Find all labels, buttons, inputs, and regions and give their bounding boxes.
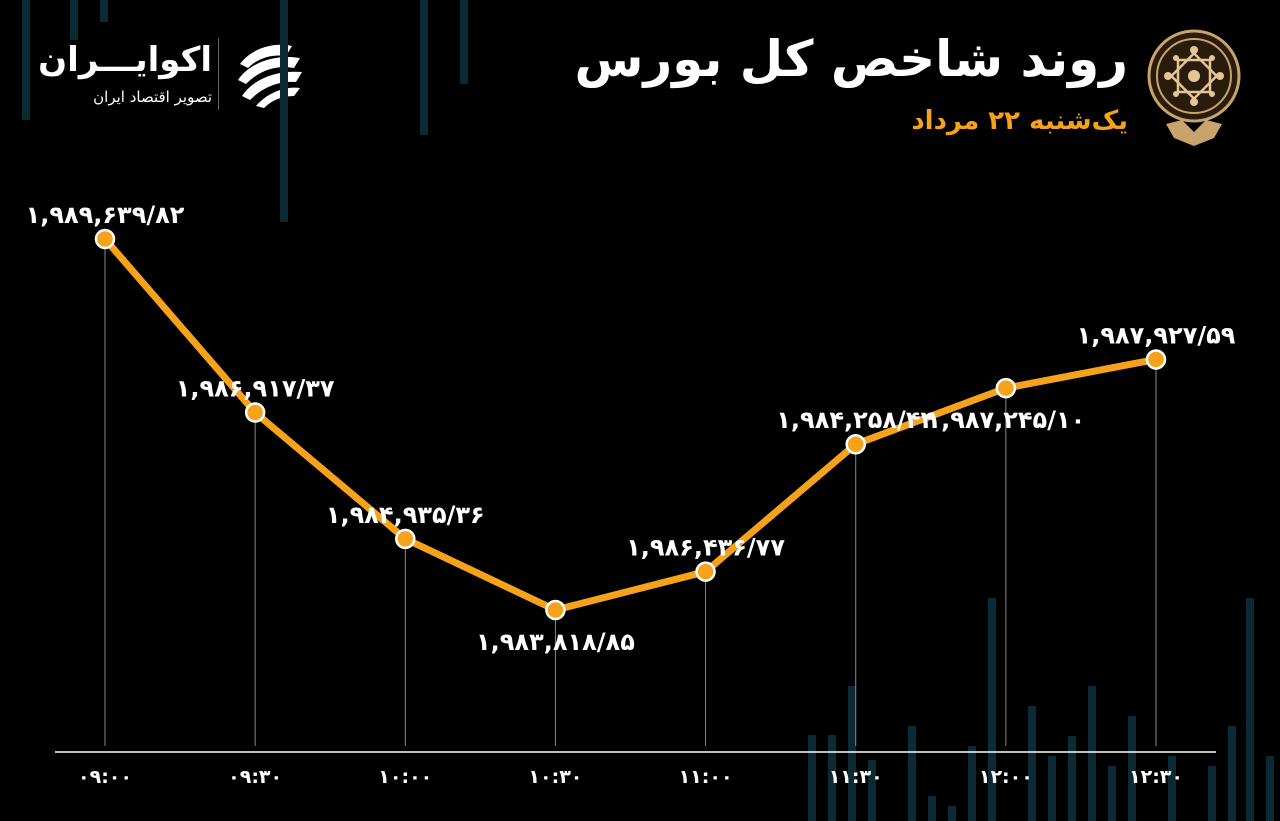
brand-divider xyxy=(218,38,219,110)
x-tick-label: ۱۲:۰۰ xyxy=(979,766,1033,788)
data-point xyxy=(695,561,716,582)
background-bar xyxy=(22,0,30,120)
data-point xyxy=(995,377,1017,399)
background-bar xyxy=(848,686,856,821)
data-label: ۱,۹۸۴,۹۳۵/۳۶ xyxy=(326,501,485,529)
background-bar xyxy=(968,746,976,821)
brand-tagline: تصویر اقتصاد ایران xyxy=(93,88,212,106)
background-bar xyxy=(100,0,108,22)
x-tick-label: ۱۲:۳۰ xyxy=(1129,766,1183,788)
data-point xyxy=(395,528,416,550)
data-point xyxy=(545,599,566,621)
background-bar xyxy=(868,760,876,821)
background-bar xyxy=(1246,598,1254,821)
data-label: ۱,۹۸۶,۹۱۷/۳۷ xyxy=(176,375,335,403)
data-label: ۱,۹۸۶,۴۳۶/۷۷ xyxy=(626,534,785,562)
background-bar xyxy=(1048,756,1056,821)
background-bar xyxy=(1266,756,1274,821)
background-bar xyxy=(420,0,428,135)
data-point xyxy=(845,433,866,455)
background-bar xyxy=(1028,706,1036,821)
data-label: ۱,۹۸۴,۲۵۸/۴۴ xyxy=(776,406,935,434)
x-tick-label: ۰۹:۳۰ xyxy=(228,766,282,788)
background-bar xyxy=(908,726,916,821)
background-bar xyxy=(1068,736,1076,821)
data-label: ۱,۹۸۷,۹۲۷/۵۹ xyxy=(1077,321,1236,349)
background-bar xyxy=(70,0,78,40)
data-point xyxy=(1145,349,1167,370)
background-bar xyxy=(1228,726,1236,821)
data-label: ۱,۹۸۳,۸۱۸/۸۵ xyxy=(476,628,635,656)
tehran-stock-exchange-emblem-icon xyxy=(1147,29,1241,146)
background-bar xyxy=(1208,766,1216,821)
data-point xyxy=(94,228,116,250)
background-bar xyxy=(1088,686,1096,821)
chart-title: روند شاخص کل بورس xyxy=(574,30,1128,88)
brand-name: اکوایـــران xyxy=(38,40,212,80)
data-label: ۱,۹۸۷,۲۴۵/۱۰ xyxy=(926,406,1085,434)
background-bar xyxy=(280,0,288,222)
background-bar xyxy=(1108,766,1116,821)
x-tick-label: ۰۹:۰۰ xyxy=(78,766,132,788)
background-bar xyxy=(808,735,816,821)
series-line xyxy=(101,235,1160,614)
background-bar xyxy=(988,598,996,821)
x-tick-label: ۱۱:۳۰ xyxy=(829,766,883,788)
background-bar xyxy=(1128,716,1136,821)
background-bar xyxy=(1168,756,1176,821)
x-tick-label: ۱۰:۳۰ xyxy=(528,766,582,788)
background-bar xyxy=(460,0,468,84)
data-point xyxy=(244,402,266,423)
chart-subtitle: یک‌شنبه ۲۲ مرداد xyxy=(911,106,1128,136)
data-label: ۱,۹۸۹,۶۳۹/۸۲ xyxy=(26,201,185,229)
x-tick-label: ۱۱:۰۰ xyxy=(679,766,733,788)
background-bar xyxy=(928,796,936,821)
x-tick-label: ۱۰:۰۰ xyxy=(378,766,432,788)
background-bar xyxy=(828,735,836,821)
background-bar xyxy=(948,806,956,821)
